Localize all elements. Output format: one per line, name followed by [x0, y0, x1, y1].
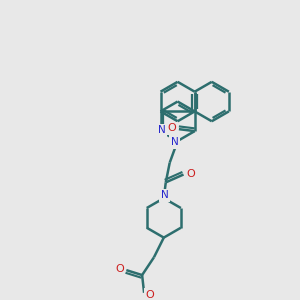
Text: O: O — [115, 264, 124, 274]
Text: O: O — [186, 169, 195, 178]
Text: N: N — [158, 125, 165, 135]
Text: N: N — [171, 137, 178, 147]
Text: N: N — [161, 190, 169, 200]
Text: O: O — [168, 123, 176, 133]
Text: O: O — [146, 290, 154, 300]
